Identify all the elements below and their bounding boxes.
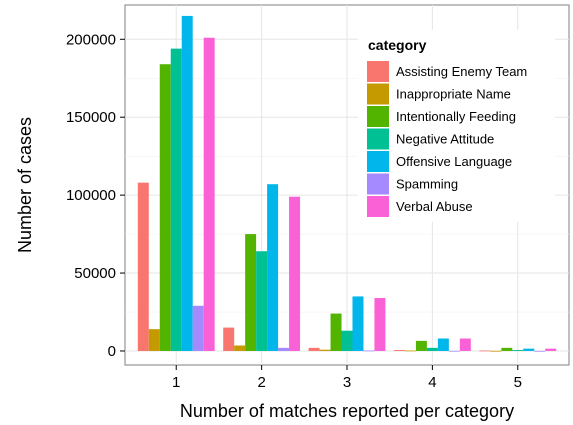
bar bbox=[479, 350, 491, 352]
legend-label: Verbal Abuse bbox=[396, 199, 473, 214]
y-axis: 0 50000 100000 150000 200000 bbox=[66, 31, 125, 360]
bar bbox=[278, 347, 290, 351]
bar bbox=[267, 184, 279, 351]
bar bbox=[137, 182, 149, 351]
bar bbox=[192, 305, 204, 351]
bar bbox=[501, 347, 513, 351]
bar bbox=[459, 338, 471, 351]
bar bbox=[223, 327, 235, 351]
bar bbox=[159, 64, 171, 351]
legend-swatch bbox=[367, 128, 389, 150]
y-tick-label: 0 bbox=[108, 343, 116, 360]
y-axis-title: Number of cases bbox=[15, 117, 35, 253]
x-axis-title: Number of matches reported per category bbox=[180, 401, 514, 421]
legend-background bbox=[358, 30, 555, 222]
x-tick-label: 1 bbox=[172, 374, 180, 391]
bar bbox=[374, 297, 386, 351]
legend-label: Inappropriate Name bbox=[396, 87, 511, 102]
bar bbox=[415, 340, 427, 351]
x-tick-label: 4 bbox=[428, 374, 436, 391]
legend: category Assisting Enemy Team Inappropria… bbox=[358, 30, 555, 222]
bar bbox=[490, 350, 502, 352]
legend-label: Negative Attitude bbox=[396, 132, 494, 147]
x-axis: 1 2 3 4 5 bbox=[172, 365, 522, 391]
bar bbox=[523, 348, 535, 351]
y-tick-label: 200000 bbox=[66, 31, 116, 48]
bar bbox=[234, 345, 246, 351]
bar bbox=[534, 350, 546, 352]
legend-items: Assisting Enemy Team Inappropriate Name In… bbox=[367, 61, 527, 217]
bar bbox=[203, 37, 215, 351]
bar bbox=[437, 338, 449, 351]
bar bbox=[404, 350, 416, 352]
y-tick-label: 150000 bbox=[66, 109, 116, 126]
y-tick-label: 100000 bbox=[66, 187, 116, 204]
bar bbox=[426, 347, 438, 351]
bar bbox=[341, 330, 353, 351]
legend-title: category bbox=[368, 37, 427, 53]
bar bbox=[393, 350, 405, 351]
legend-label: Assisting Enemy Team bbox=[396, 64, 527, 79]
legend-swatch bbox=[367, 61, 389, 82]
x-tick-label: 5 bbox=[514, 374, 522, 391]
bar bbox=[330, 313, 342, 351]
legend-swatch bbox=[367, 196, 389, 217]
bar bbox=[181, 15, 193, 351]
legend-label: Intentionally Feeding bbox=[396, 109, 516, 124]
bar bbox=[170, 48, 182, 351]
bar bbox=[308, 347, 320, 351]
bars bbox=[137, 15, 557, 352]
x-tick-label: 2 bbox=[257, 374, 265, 391]
bar bbox=[319, 349, 331, 351]
bar bbox=[289, 196, 301, 351]
bar bbox=[363, 350, 375, 352]
bar bbox=[256, 251, 268, 351]
bar bbox=[512, 350, 524, 351]
legend-swatch bbox=[367, 106, 389, 127]
y-tick-label: 50000 bbox=[74, 265, 116, 282]
legend-swatch bbox=[367, 83, 389, 105]
bar bbox=[545, 348, 557, 351]
legend-label: Spamming bbox=[396, 177, 458, 192]
bar bbox=[245, 234, 257, 351]
bar bbox=[148, 329, 160, 351]
legend-label: Offensive Language bbox=[396, 154, 512, 169]
bar bbox=[448, 350, 460, 352]
legend-swatch bbox=[367, 173, 389, 195]
x-tick-label: 3 bbox=[343, 374, 351, 391]
bar bbox=[352, 296, 364, 351]
legend-swatch bbox=[367, 151, 389, 172]
